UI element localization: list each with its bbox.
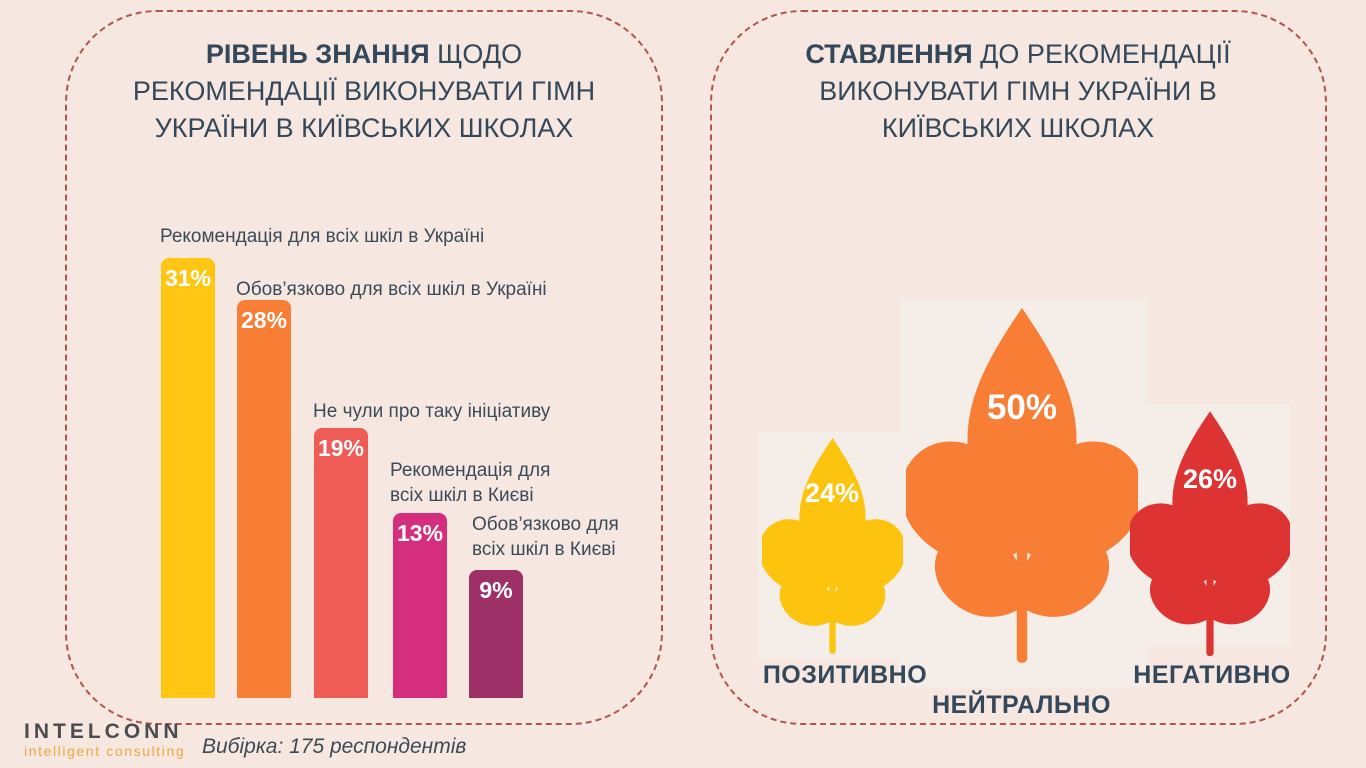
plant-pct-neutral: 50% [986,388,1058,427]
left-title-bold: РІВЕНЬ ЗНАННЯ [205,39,430,69]
bar-mandatory-ukraine: 28% [237,300,291,698]
label-neutral: НЕЙТРАЛЬНО [932,691,1111,719]
plant-side-leaf [1019,441,1138,563]
bar-label-4: Рекомендація для всіх шкіл в Києві [390,460,551,506]
bar-pct: 31% [164,265,212,291]
plant-pct-positive: 24% [804,478,860,508]
plant-side-leaf [1020,529,1110,617]
sample-size-note: Вибірка: 175 респондентів [202,735,467,758]
plant-positive [762,438,903,654]
bar-label-2: Обов’язково для всіх шкіл в Україні [236,279,547,300]
bar-label-5: Обов’язково для всіх шкіл в Києві [472,514,619,560]
bar-mandatory-kyiv: 9% [469,570,523,698]
bar-pct: 9% [479,577,513,603]
bar-recommendation-ukraine: 31% [161,258,215,698]
attitude-panel [710,10,1327,725]
plant-negative [1130,411,1290,656]
right-panel-title: СТАВЛЕННЯ ДО РЕКОМЕНДАЦІЇ ВИКОНУВАТИ ГІМ… [758,36,1278,147]
plant-side-leaf [830,519,903,593]
plant-side-leaf [906,441,1025,563]
plant-side-leaf [1150,564,1212,625]
logo-wordmark: INTELCONN [24,720,183,743]
left-title-rest: ЩОДО РЕКОМЕНДАЦІЇ ВИКОНУВАТИ ГІМН УКРАЇН… [132,39,596,143]
right-title-rest: ДО РЕКОМЕНДАЦІЇ ВИКОНУВАТИ ГІМН УКРАЇНИ … [819,39,1231,143]
intelconn-logo: INTELCONN intelligent consulting [24,720,186,760]
label-positive: ПОЗИТИВНО [762,661,928,689]
bar-pct: 13% [396,520,444,546]
plant-side-leaf [1208,503,1290,587]
plant-pct-negative: 26% [1182,464,1238,494]
right-title-bold: СТАВЛЕННЯ [805,39,973,69]
knowledge-panel [65,10,663,725]
plant-side-leaf [1130,503,1212,587]
label-negative: НЕГАТИВНО [1133,661,1291,689]
bar-pct: 28% [240,307,288,333]
bar-recommendation-kyiv: 13% [393,513,447,698]
bar-not-heard: 19% [314,428,368,698]
left-panel-title: РІВЕНЬ ЗНАННЯ ЩОДО РЕКОМЕНДАЦІЇ ВИКОНУВА… [129,36,599,147]
plant-neutral [906,307,1138,663]
bar-pct: 19% [317,435,365,461]
plant-side-leaf [779,573,834,626]
plant-side-leaf [831,573,886,626]
plant-side-leaf [1208,564,1270,625]
bar-label-3: Не чули про таку ініціативу [313,401,551,422]
plant-side-leaf [934,529,1024,617]
bar-label-1: Рекомендація для всіх шкіл в Україні [160,226,485,247]
logo-tagline: intelligent consulting [24,743,186,759]
plant-side-leaf [762,519,835,593]
